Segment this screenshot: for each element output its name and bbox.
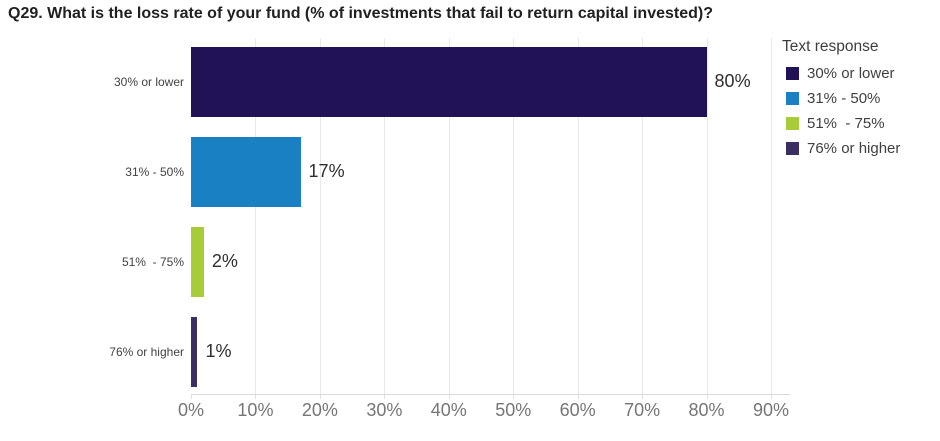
- bar-76%-or-higher[interactable]: [191, 316, 198, 387]
- legend-title: Text response: [782, 38, 879, 55]
- gridline-30%: [384, 38, 386, 394]
- chart-title: Q29. What is the loss rate of your fund …: [8, 5, 713, 22]
- bar-value-label: 2%: [211, 251, 238, 271]
- legend: Text response 30% or lower 31% - 50% 51% -…: [780, 38, 900, 161]
- category-label: 76% or higher: [109, 344, 184, 359]
- gridline-10%: [255, 38, 257, 394]
- legend-swatch-icon: [786, 117, 799, 130]
- gridline-50%: [513, 38, 515, 394]
- axis-tick-mark: [642, 395, 644, 399]
- bar-30%-or-lower[interactable]: [191, 46, 707, 117]
- bar-value-label: 80%: [714, 71, 751, 91]
- legend-item-label: 31% - 50%: [807, 90, 881, 107]
- axis-tick-mark: [191, 395, 192, 399]
- x-axis-tick-label: 60%: [559, 400, 596, 420]
- x-axis-tick-label: 10%: [237, 400, 274, 420]
- bar-value-label: 17%: [308, 161, 345, 181]
- bar-31%---50%[interactable]: [191, 136, 301, 207]
- axis-tick-mark: [255, 395, 257, 399]
- category-label: 31% - 50%: [125, 164, 184, 179]
- axis-tick-mark: [319, 395, 321, 399]
- legend-items: 30% or lower 31% - 50% 51% - 75% 76% or hig…: [780, 61, 900, 161]
- legend-item: 76% or higher: [780, 136, 900, 161]
- x-axis-line: [191, 394, 790, 395]
- gridline-20%: [319, 38, 321, 394]
- category-label: 51% - 75%: [121, 254, 184, 269]
- gridline-60%: [577, 38, 579, 394]
- gridline-40%: [448, 38, 450, 394]
- axis-tick-mark: [513, 395, 515, 399]
- x-axis-tick-label: 20%: [301, 400, 338, 420]
- x-axis-tick-label: 80%: [688, 400, 725, 420]
- legend-item-label: 30% or lower: [807, 65, 895, 82]
- bar-51%---75%[interactable]: [191, 226, 204, 297]
- legend-swatch-icon: [786, 142, 799, 155]
- x-axis-tick-label: 90%: [752, 400, 790, 420]
- legend-item-label: 76% or higher: [807, 140, 901, 157]
- legend-swatch-icon: [786, 92, 799, 105]
- axis-tick-mark: [384, 395, 386, 399]
- bar-value-label: 1%: [205, 341, 232, 361]
- x-axis-tick-label: 30%: [366, 400, 403, 420]
- legend-item: 30% or lower: [780, 61, 900, 86]
- x-axis-tick-label: 70%: [624, 400, 661, 420]
- axis-tick-mark: [448, 395, 450, 399]
- gridline-70%: [642, 38, 644, 394]
- legend-item-label: 51% - 75%: [807, 115, 885, 132]
- axis-tick-mark: [771, 395, 772, 399]
- gridline-80%: [706, 38, 708, 394]
- legend-swatch-icon: [786, 67, 799, 80]
- legend-item: 51% - 75%: [780, 111, 900, 136]
- x-axis-tick-label: 40%: [430, 400, 467, 420]
- legend-item: 31% - 50%: [780, 86, 900, 111]
- x-axis-tick-label: 50%: [495, 400, 532, 420]
- gridline-90%: [771, 38, 772, 394]
- x-axis-tick-label: 0%: [177, 400, 204, 420]
- category-label: 30% or lower: [113, 74, 184, 89]
- axis-tick-mark: [706, 395, 708, 399]
- axis-tick-mark: [577, 395, 579, 399]
